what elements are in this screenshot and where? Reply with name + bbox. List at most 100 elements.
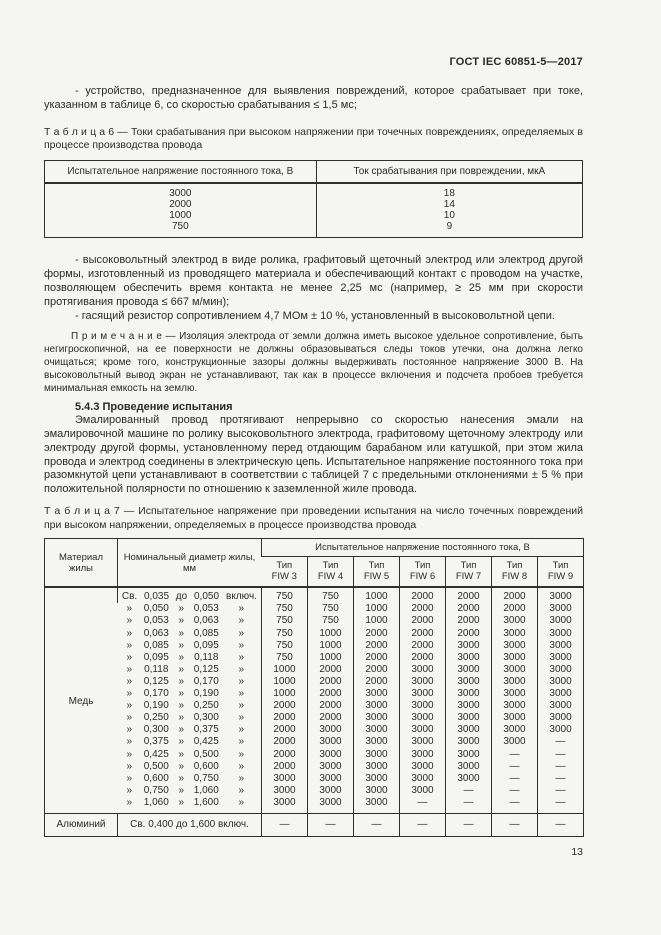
paragraph-device: - устройство, предназначенное для выявле… [44, 85, 583, 111]
table7-row: Медь Св. 0,035 до 0,050 включ. 750 750 1000 2000 2… [45, 587, 584, 707]
cell-test-voltage-value: 2000 [353, 675, 400, 689]
cell-test-voltage-value: 3000 [536, 627, 584, 640]
cell-test-voltage-value: — [445, 784, 492, 797]
cell-test-voltage-value: 2000 [399, 615, 446, 628]
cell-trip-current: 9 [315, 221, 583, 238]
table7-header-row-2: Тип FIW 3 Тип FIW 4 Тип FIW 5 Тип FIW 6 Тип FIW 7… [45, 556, 584, 589]
cell-test-voltage-value: 3000 [399, 760, 446, 773]
cell-test-voltage-value: 750 [261, 627, 308, 640]
cell-test-voltage-value: 3000 [536, 663, 584, 676]
cell-test-voltage-value: 3000 [491, 700, 538, 713]
cell-test-voltage-value: 3000 [491, 724, 538, 737]
cell-test-voltage-value: — [536, 736, 584, 749]
cell-diameter-range: » 0,170» 0,190» [126, 688, 245, 700]
cell-test-voltage-value: 3000 [491, 615, 538, 628]
cell-material-aluminum: Алюминий [44, 812, 118, 837]
cell-test-voltage-value: 3000 [445, 663, 492, 676]
cell-test-voltage-value: 3000 [399, 700, 446, 713]
cell-test-voltage-value: — [353, 812, 400, 837]
cell-diameter-range: » 0,050» 0,053» [126, 603, 245, 615]
table7-row: » 0,053» 0,063» 750 750 1000 2000 2000 3000 3000 [45, 615, 584, 628]
cell-test-voltage-value: 2000 [445, 587, 492, 604]
cell-test-voltage-value: 3000 [353, 700, 400, 713]
cell-test-voltage-value: 3000 [491, 688, 538, 701]
cell-test-voltage-value: 2000 [261, 736, 308, 749]
fiw-type-line2: FIW 6 [409, 571, 436, 583]
cell-diameter-range: » 1,060» 1,600» [126, 796, 245, 808]
cell-test-voltage-value: 2000 [307, 712, 354, 725]
cell-test-voltage-value: 3000 [399, 712, 446, 725]
cell-test-voltage-value: 2000 [261, 760, 308, 773]
cell-test-voltage-value: 3000 [445, 712, 492, 725]
cell-test-voltage-value: 3000 [445, 688, 492, 701]
cell-diameter-range: » 0,190» 0,250» [126, 700, 245, 712]
cell-test-voltage-value: 3000 [399, 675, 446, 689]
cell-test-voltage-value: 3000 [261, 784, 308, 797]
cell-test-voltage-value: 3000 [491, 663, 538, 676]
cell-test-voltage-value: 2000 [399, 651, 446, 664]
doc-number: ГОСТ IEC 60851-5—2017 [449, 56, 583, 68]
cell-test-voltage-value: 3000 [536, 639, 584, 652]
cell-test-voltage-value: — [536, 748, 584, 761]
cell-test-voltage-value: 3000 [307, 760, 354, 773]
table7-row: » 0,750» 1,060» 3000 3000 3000 3000— — — [45, 784, 584, 797]
table7-row: » 0,500» 0,600» 2000 3000 3000 3000 3000— — [45, 760, 584, 773]
table7-row: » 0,425» 0,500» 2000 3000 3000 3000 3000— — [45, 748, 584, 761]
cell-test-voltage: 2000 [169, 199, 192, 211]
table6-header-row: Испытательное напряжение постоянного ток… [44, 160, 583, 185]
cell-test-voltage-value: — [445, 796, 492, 814]
cell-material-copper: Медь [68, 696, 94, 708]
cell-test-voltage-value: 3000 [307, 796, 354, 814]
cell-test-voltage-value: 3000 [307, 736, 354, 749]
cell-diameter-range: » 0,500» 0,600» [126, 760, 245, 772]
cell-test-voltage-value: 2000 [445, 603, 492, 616]
table7-row: » 0,118» 0,125» 1000 2000 2000 3000 3000 3000 300… [45, 663, 584, 676]
cell-test-voltage-value: 2000 [307, 688, 354, 701]
cell-test-voltage-value: 3000 [399, 688, 446, 701]
cell-test-voltage-value: 2000 [399, 587, 446, 604]
table7-col-fiw-type: Тип FIW 7 [445, 556, 492, 589]
cell-test-voltage-value: 2000 [491, 603, 538, 616]
cell-test-voltage-value: 3000 [353, 736, 400, 749]
cell-test-voltage-value: 3000 [491, 712, 538, 725]
cell-diameter-range: Св. 0,400 до 1,600 включ. [117, 812, 262, 837]
cell-test-voltage-value: 750 [261, 587, 308, 604]
table6-row: 2000 14 [45, 199, 583, 211]
cell-test-voltage-value: 3000 [399, 748, 446, 761]
cell-test-voltage-value: 1000 [353, 615, 400, 628]
cell-test-voltage-value: 2000 [261, 724, 308, 737]
cell-diameter-range: » 0,095» 0,118» [126, 651, 245, 663]
table7-row: » 0,085» 0,095» 750 1000 2000 2000 3000 3000 3000 [45, 639, 584, 652]
fiw-type-line2: FIW 5 [363, 571, 390, 583]
cell-test-voltage-value: — [399, 812, 446, 837]
cell-diameter-range: » 0,125» 0,170» [126, 675, 245, 687]
cell-test-voltage-value: 3000 [307, 724, 354, 737]
cell-test-voltage-value: 3000 [261, 772, 308, 785]
fiw-type-line1: Тип [460, 560, 477, 572]
cell-diameter-range: » 0,053» 0,063» [126, 615, 245, 627]
table7-col-fiw-type: Тип FIW 5 [353, 556, 400, 589]
cell-test-voltage-value: 3000 [399, 784, 446, 797]
cell-test-voltage-value: — [536, 796, 584, 814]
table7-col-fiw-type: Тип FIW 3 [261, 556, 308, 589]
cell-test-voltage-value: — [491, 784, 538, 797]
cell-test-voltage-value: 750 [307, 615, 354, 628]
cell-test-voltage-value: — [261, 812, 308, 837]
table7-col-diameter: Номинальный диаметр жилы, мм [117, 538, 262, 589]
cell-test-voltage-value: 3000 [536, 651, 584, 664]
cell-test-voltage-value: 750 [307, 587, 354, 604]
cell-test-voltage-value: 3000 [536, 587, 584, 604]
table6-caption: Т а б л и ц а 6 — Токи срабатывания при … [44, 125, 583, 152]
cell-test-voltage-value: 3000 [491, 639, 538, 652]
table7-row: » 0,170» 0,190» 1000 2000 3000 3000 3000 3000 300… [45, 688, 584, 701]
table7-row: » 0,125» 0,170» 1000 2000 2000 3000 3000 3000 300… [45, 675, 584, 689]
cell-test-voltage-value: 750 [261, 603, 308, 616]
cell-test-voltage-value: 2000 [261, 712, 308, 725]
table7-row-aluminum: Алюминий Св. 0,400 до 1,600 включ. — — — — — — — [44, 812, 584, 837]
fiw-type-line1: Тип [552, 560, 569, 572]
cell-test-voltage-value: 2000 [399, 639, 446, 652]
cell-test-voltage-value: 3000 [399, 736, 446, 749]
cell-trip-current: 10 [315, 210, 583, 222]
cell-test-voltage-value: 2000 [491, 587, 538, 604]
cell-test-voltage-value: 2000 [307, 663, 354, 676]
